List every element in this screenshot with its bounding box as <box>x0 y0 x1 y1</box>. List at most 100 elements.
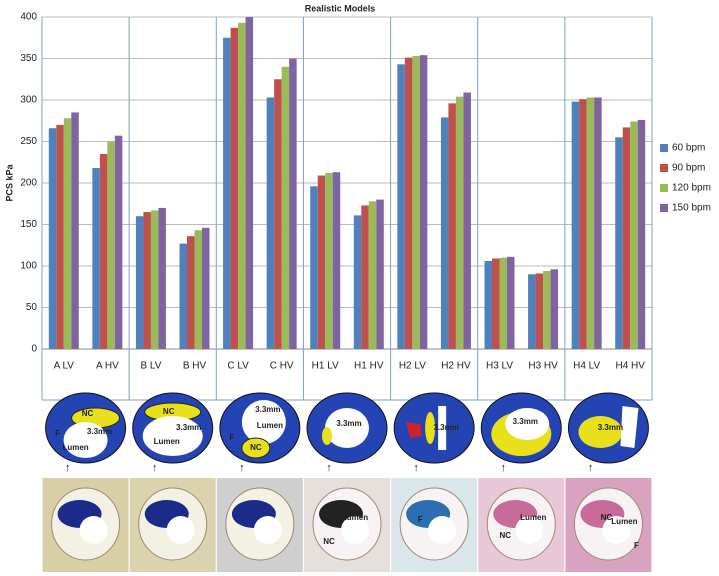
bar <box>368 201 377 349</box>
photo-lumen <box>79 516 108 544</box>
diagram-label: 3.3mm <box>433 423 458 432</box>
arrow: ↑ <box>152 462 158 474</box>
y-tick-label: 50 <box>26 302 38 313</box>
diagram-label: 3.3mm <box>176 423 201 432</box>
legend-swatch <box>660 204 668 212</box>
x-tick-label: H2 HV <box>441 361 471 372</box>
bar <box>135 216 144 349</box>
bar <box>579 99 587 349</box>
legend-swatch <box>660 184 668 192</box>
bar <box>412 56 420 349</box>
photo-lumen <box>341 516 369 544</box>
photo-label: NC <box>601 513 613 522</box>
diagram-label: 3.3mm <box>598 423 623 432</box>
legend-label: 150 bpm <box>672 203 711 214</box>
x-tick-label: H4 LV <box>573 361 600 372</box>
model-region <box>438 406 447 450</box>
x-tick-label: C LV <box>227 361 249 372</box>
bar <box>507 256 515 349</box>
x-tick-label: H4 HV <box>615 361 645 372</box>
bar <box>281 66 290 350</box>
bar <box>630 121 638 349</box>
photo-label: F <box>418 515 423 524</box>
bar <box>48 128 57 349</box>
bar <box>543 270 551 349</box>
diagram-label: NC <box>82 409 94 418</box>
model-region <box>142 416 203 456</box>
x-tick-label: H3 LV <box>486 361 513 372</box>
model-region <box>63 422 108 458</box>
model-region <box>505 408 550 440</box>
bar <box>202 227 210 349</box>
diagram-label: Lumen <box>62 443 88 452</box>
arrow: ↑ <box>326 462 332 474</box>
bar <box>332 172 341 349</box>
photo-lumen <box>428 516 457 544</box>
arrow: ↑ <box>501 462 507 474</box>
photo-label: Lumen <box>342 513 368 522</box>
bar <box>594 97 602 349</box>
bar <box>499 257 507 349</box>
model-region <box>425 412 436 444</box>
photo-label: NC <box>500 531 512 540</box>
diagram-label: 3.3mm <box>255 405 280 414</box>
photo-label: Lumen <box>611 517 637 526</box>
arrow: ↑ <box>413 462 419 474</box>
y-tick-label: 350 <box>20 53 37 64</box>
bar <box>484 261 492 349</box>
bar <box>440 117 449 350</box>
diagram-label: 3.3mm <box>336 419 361 428</box>
bar <box>586 97 595 349</box>
photo-lumen <box>515 516 544 544</box>
bar <box>107 141 115 349</box>
x-tick-label: A LV <box>54 361 75 372</box>
bar <box>114 135 123 349</box>
photo-label: NC <box>323 537 335 546</box>
diagram-label: NC <box>163 407 175 416</box>
model-region <box>325 408 369 448</box>
photo-label: F <box>634 541 639 550</box>
y-tick-label: 400 <box>20 12 37 23</box>
x-tick-label: H3 HV <box>528 361 558 372</box>
diagram-label: Lumen <box>257 421 283 430</box>
model-region <box>241 437 271 459</box>
diagram-label: 3.3mm <box>513 417 538 426</box>
x-tick-label: H1 LV <box>312 361 339 372</box>
bar <box>63 118 72 349</box>
bar <box>376 199 384 349</box>
bar <box>71 112 79 349</box>
bar <box>99 153 108 349</box>
bar <box>310 186 318 349</box>
bar <box>622 127 631 349</box>
bar <box>325 173 333 349</box>
y-tick-label: 300 <box>20 95 37 106</box>
bar <box>230 27 239 349</box>
y-tick-label: 150 <box>20 219 37 230</box>
bar <box>535 273 544 349</box>
model-region <box>620 406 639 448</box>
bar <box>448 103 456 349</box>
photo-lumen <box>166 516 195 544</box>
diagram-label: NC <box>250 443 262 452</box>
legend-swatch <box>660 144 668 152</box>
arrow: ↑ <box>65 462 71 474</box>
bar <box>158 207 166 349</box>
bar <box>419 55 428 350</box>
bar <box>143 212 151 349</box>
bar <box>571 101 580 349</box>
diagram-label: Lumen <box>154 437 180 446</box>
diagram-label: F <box>55 429 60 438</box>
bar <box>266 97 275 349</box>
y-tick-label: 250 <box>20 136 37 147</box>
y-tick-label: 0 <box>31 344 37 355</box>
bar <box>353 215 362 349</box>
y-axis-label: PCS kPa <box>4 164 14 202</box>
model-region <box>578 416 623 448</box>
y-tick-label: 100 <box>20 261 37 272</box>
bar <box>550 269 559 349</box>
x-tick-label: H1 HV <box>354 361 384 372</box>
bar <box>56 124 64 350</box>
x-tick-label: B HV <box>183 361 207 372</box>
bar <box>397 64 405 349</box>
